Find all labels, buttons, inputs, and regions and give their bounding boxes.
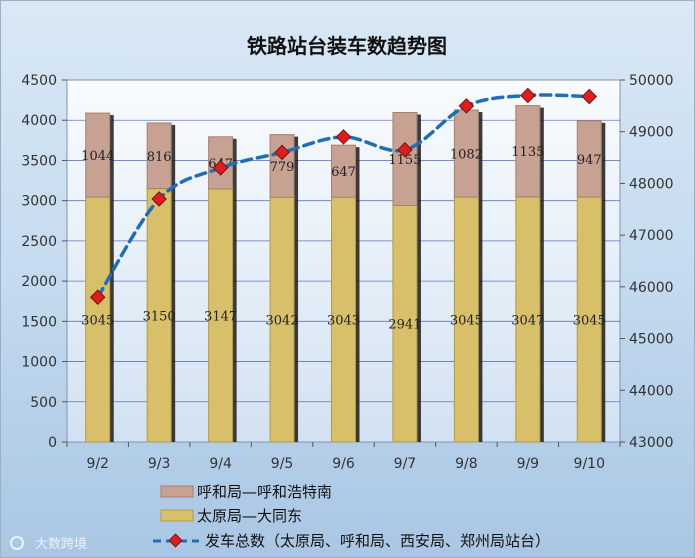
total-line-marker [151,191,167,207]
legend-item-top-bar: 呼和局—呼和浩特南 [160,483,332,501]
bar-bottom [392,204,418,443]
total-line-marker [274,144,290,161]
bar-top [392,111,418,206]
data-label-bottom: 3147 [204,309,237,324]
x-tick-label: 9/4 [209,456,232,472]
x-tick-label: 9/6 [332,456,355,472]
legend: 呼和局—呼和浩特南 太原局—大同东 发车总数（太原局、呼和局、西安局、郑州局站台… [153,483,550,550]
bar-bottom [269,196,295,443]
legend-item-line: 发车总数（太原局、呼和局、西安局、郑州局站台） [153,532,550,550]
y-tick-label: 1000 [21,355,57,371]
y-tick-label: 500 [30,395,57,411]
bar-top [515,105,541,198]
x-tick-label: 9/8 [455,456,478,472]
y-axis-right: 43000 44000 45000 46000 47000 48000 49000 50000 [620,73,674,451]
legend-item-bottom-bar: 太原局—大同东 [160,507,302,525]
y-tick-label: 4000 [21,113,57,129]
y-tick-label: 1500 [21,314,57,330]
x-axis: 9/2 9/3 9/4 9/5 9/6 9/7 9/8 9/9 9/10 [66,442,621,472]
legend-label-bottom-bar: 太原局—大同东 [197,507,302,525]
legend-swatch-bottom-bar [160,509,194,522]
data-label-top: 1135 [511,145,544,160]
data-labels: 3045104431508163147647304277930436472941… [81,145,606,332]
y-tick-label: 3500 [21,153,57,169]
y2-tick-label: 49000 [629,125,674,141]
bars [85,105,606,443]
bar-top [453,109,479,198]
y-tick-label: 3000 [21,194,57,210]
legend-label-top-bar: 呼和局—呼和浩特南 [197,483,332,501]
y2-tick-label: 44000 [629,383,674,399]
bar-bottom [85,196,111,443]
total-line-marker [397,142,413,158]
data-label-bottom: 3043 [327,314,360,329]
x-tick-label: 9/7 [394,456,417,472]
watermark-text: 大数跨境 [35,537,87,552]
y-tick-label: 2500 [21,234,57,250]
y2-tick-label: 43000 [629,435,674,451]
y2-tick-label: 48000 [629,176,674,192]
total-line-marker [335,129,352,145]
bar-bottom [515,196,541,443]
y2-tick-label: 47000 [629,228,674,244]
bar-top [331,144,356,198]
y-axis-left: 0 500 1000 1500 2000 2500 3000 3500 4000 4500 [21,73,67,451]
data-label-bottom: 3042 [266,314,299,329]
total-line-marker [458,98,475,114]
data-label-bottom: 3045 [450,314,483,329]
data-label-top: 947 [577,153,602,168]
bar-bottom [208,188,234,443]
y-tick-label: 2000 [21,274,57,290]
bar-top [576,120,602,198]
bar-top [85,112,111,198]
data-label-bottom: 3047 [511,313,544,328]
data-label-top: 816 [147,150,172,165]
bar-bottom [146,188,172,443]
bar-bottom [453,196,479,443]
data-label-bottom: 3150 [143,309,176,324]
x-tick-label: 9/2 [86,456,109,472]
data-label-bottom: 3045 [81,314,114,329]
data-label-top: 1082 [450,148,483,163]
data-label-top: 779 [270,160,295,175]
data-label-top: 647 [331,165,356,180]
total-line [89,87,598,305]
x-tick-label: 9/3 [148,456,171,472]
legend-swatch-top-bar [160,485,194,498]
data-label-top: 1155 [388,153,421,168]
data-label-bottom: 2941 [388,318,421,333]
watermark-logo [10,536,24,550]
bar-bottom [331,196,356,443]
legend-marker [168,533,183,548]
y2-tick-label: 45000 [629,332,674,348]
legend-label-line: 发车总数（太原局、呼和局、西安局、郑州局站台） [205,532,550,550]
x-tick-label: 9/9 [517,456,540,472]
y-tick-label: 0 [48,435,57,451]
total-line-marker [212,160,229,176]
total-line-marker [581,88,598,105]
data-label-top: 1044 [81,149,114,164]
y2-tick-label: 50000 [629,73,674,89]
y-tick-label: 4500 [21,73,57,89]
chart-title: 铁路站台装车数趋势图 [247,34,447,58]
total-line-marker [89,289,106,305]
data-label-bottom: 3045 [573,314,606,329]
x-tick-label: 9/10 [574,456,605,472]
watermark: 大数跨境 [10,536,87,552]
total-line-marker [520,87,536,104]
x-tick-label: 9/5 [271,456,294,472]
bar-top [146,122,172,190]
y2-tick-label: 46000 [629,280,674,296]
